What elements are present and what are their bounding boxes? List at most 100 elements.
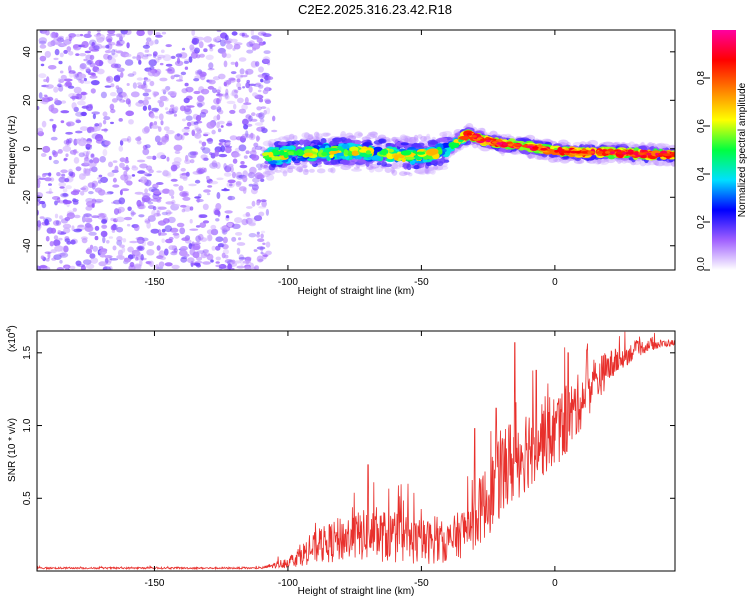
noise-speckle bbox=[255, 135, 260, 142]
noise-speckle bbox=[137, 82, 142, 86]
noise-speckle bbox=[101, 128, 109, 132]
noise-speckle bbox=[251, 43, 261, 50]
noise-speckle bbox=[68, 33, 77, 38]
noise-speckle bbox=[82, 259, 92, 265]
noise-speckle bbox=[63, 198, 68, 206]
noise-speckle bbox=[142, 99, 149, 106]
snr-x-axis-label: Height of straight line (km) bbox=[298, 586, 415, 597]
noise-speckle bbox=[147, 104, 152, 111]
noise-speckle bbox=[45, 84, 54, 89]
noise-speckle bbox=[206, 234, 213, 242]
noise-speckle bbox=[203, 157, 209, 161]
ridge-blob bbox=[339, 133, 347, 138]
noise-speckle bbox=[183, 97, 190, 104]
noise-speckle bbox=[216, 98, 220, 105]
ridge-blob bbox=[307, 134, 314, 139]
ridge-blob bbox=[403, 171, 411, 175]
noise-speckle bbox=[68, 51, 74, 56]
noise-speckle bbox=[89, 244, 94, 250]
noise-speckle bbox=[111, 98, 118, 103]
ridge-blob bbox=[311, 136, 320, 140]
noise-speckle bbox=[222, 229, 226, 234]
noise-speckle bbox=[176, 79, 184, 82]
noise-speckle bbox=[260, 106, 267, 109]
noise-speckle bbox=[106, 38, 112, 43]
ridge-blob bbox=[288, 165, 296, 170]
noise-speckle bbox=[63, 140, 68, 145]
noise-speckle bbox=[137, 84, 146, 89]
noise-speckle bbox=[107, 57, 117, 65]
ridge-blob bbox=[409, 139, 417, 144]
noise-speckle bbox=[111, 229, 116, 233]
noise-speckle bbox=[98, 122, 103, 128]
noise-speckle bbox=[234, 89, 239, 94]
noise-speckle bbox=[81, 217, 88, 222]
noise-speckle bbox=[104, 255, 113, 259]
noise-speckle bbox=[243, 102, 252, 105]
noise-speckle bbox=[116, 236, 123, 242]
noise-speckle bbox=[115, 50, 124, 54]
noise-speckle bbox=[143, 80, 147, 86]
noise-speckle bbox=[168, 90, 177, 97]
ridge-blob bbox=[426, 133, 431, 140]
noise-speckle bbox=[47, 41, 54, 47]
noise-speckle bbox=[217, 128, 222, 133]
noise-speckle bbox=[231, 152, 241, 158]
noise-speckle bbox=[117, 206, 125, 213]
ridge-blob bbox=[413, 134, 419, 141]
noise-speckle bbox=[40, 153, 47, 157]
ridge-blob bbox=[437, 160, 444, 167]
noise-speckle bbox=[272, 115, 276, 122]
noise-speckle bbox=[144, 78, 151, 82]
noise-speckle bbox=[112, 245, 117, 251]
noise-speckle bbox=[136, 159, 146, 163]
noise-speckle bbox=[102, 266, 112, 270]
noise-speckle bbox=[215, 89, 221, 94]
y-tick-label: 0 bbox=[22, 146, 33, 152]
noise-speckle bbox=[240, 74, 248, 78]
ridge-blob bbox=[600, 159, 606, 164]
noise-speckle bbox=[90, 80, 100, 86]
noise-speckle bbox=[267, 140, 272, 147]
noise-speckle bbox=[256, 246, 266, 250]
noise-speckle bbox=[194, 47, 200, 54]
noise-speckle bbox=[180, 167, 186, 172]
noise-speckle bbox=[200, 252, 208, 259]
noise-speckle bbox=[216, 192, 221, 199]
noise-speckle bbox=[245, 150, 250, 154]
noise-speckle bbox=[79, 63, 87, 70]
ridge-blob bbox=[404, 156, 415, 160]
noise-speckle bbox=[178, 185, 184, 192]
noise-speckle bbox=[151, 107, 160, 112]
noise-speckle bbox=[266, 174, 275, 181]
noise-speckle bbox=[73, 72, 78, 79]
noise-speckle bbox=[93, 45, 100, 51]
noise-speckle bbox=[118, 118, 123, 122]
noise-speckle bbox=[192, 251, 200, 259]
noise-speckle bbox=[59, 186, 65, 189]
noise-speckle bbox=[230, 92, 238, 97]
noise-speckle bbox=[108, 236, 114, 239]
noise-speckle bbox=[168, 245, 176, 251]
noise-speckle bbox=[161, 88, 169, 93]
ridge-blob bbox=[413, 164, 420, 170]
noise-speckle bbox=[256, 255, 264, 263]
ridge-blob bbox=[264, 167, 270, 172]
noise-speckle bbox=[136, 245, 145, 252]
noise-speckle bbox=[242, 260, 251, 264]
noise-speckle bbox=[100, 91, 107, 99]
noise-speckle bbox=[61, 173, 66, 177]
noise-speckle bbox=[167, 216, 176, 224]
noise-speckle bbox=[160, 140, 167, 145]
noise-speckle bbox=[242, 118, 249, 126]
ridge-blob bbox=[328, 150, 336, 155]
ridge-blob bbox=[441, 142, 451, 148]
noise-speckle bbox=[250, 132, 254, 139]
noise-speckle bbox=[225, 88, 229, 96]
noise-speckle bbox=[228, 163, 234, 168]
noise-speckle bbox=[243, 155, 248, 159]
noise-speckle bbox=[251, 154, 260, 161]
noise-speckle bbox=[53, 235, 59, 241]
noise-speckle bbox=[201, 141, 207, 147]
noise-speckle bbox=[81, 105, 90, 109]
